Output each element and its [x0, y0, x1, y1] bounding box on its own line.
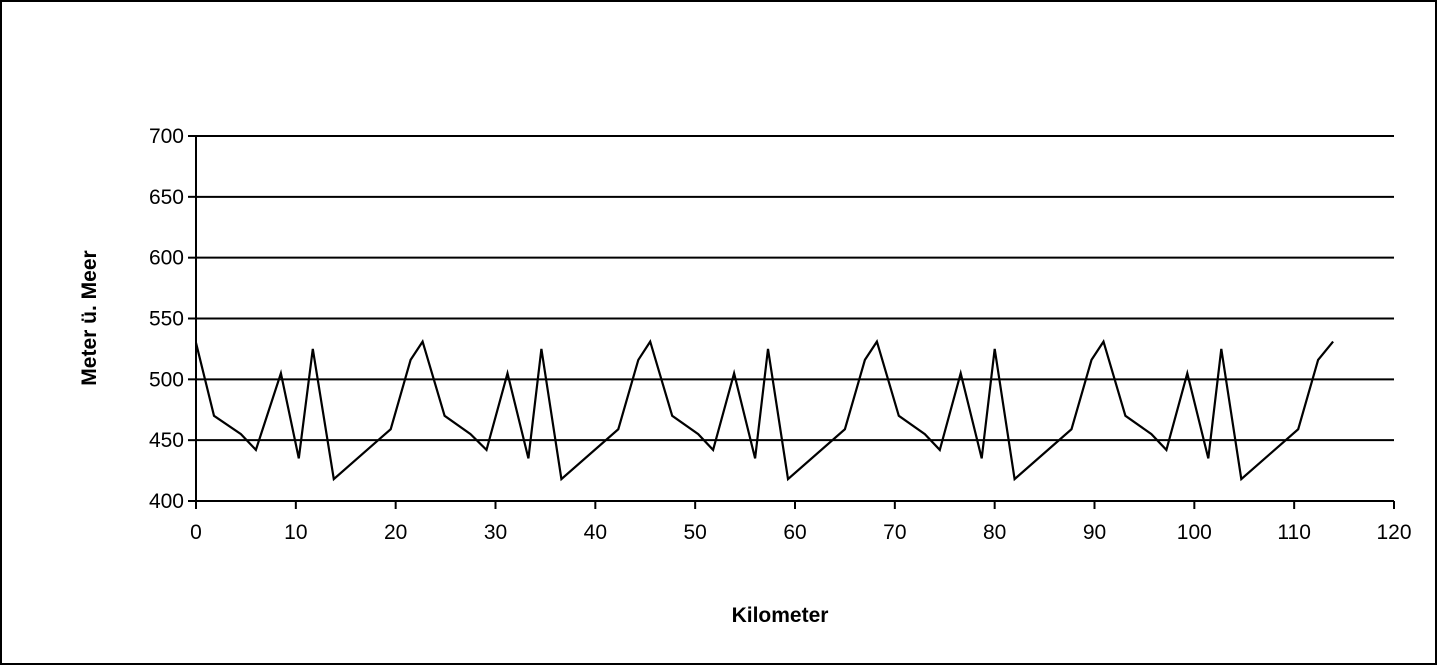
y-axis-title: Meter ü. Meer [78, 250, 101, 385]
x-tick-label: 100 [1177, 521, 1212, 544]
y-tick-label: 650 [149, 186, 184, 209]
x-tick-label: 50 [683, 521, 706, 544]
x-tick-label: 70 [883, 521, 906, 544]
y-tick-label: 700 [149, 125, 184, 148]
x-tick-label: 110 [1277, 521, 1310, 544]
x-tick-label: 40 [584, 521, 607, 544]
x-tick-label: 20 [384, 521, 407, 544]
x-tick-label: 60 [783, 521, 806, 544]
y-tick-label: 450 [149, 429, 184, 452]
series-layer [194, 339, 1334, 482]
y-tick-label: 400 [149, 490, 184, 513]
x-tick-label: 30 [484, 521, 507, 544]
x-tick-label: 90 [1083, 521, 1106, 544]
x-tick-label: 120 [1376, 521, 1411, 544]
gridlines [196, 135, 1394, 442]
y-tick-label: 600 [149, 247, 184, 270]
x-axis-title: Kilometer [732, 604, 829, 627]
y-tick-label: 500 [149, 368, 184, 391]
x-tick-label: 80 [983, 521, 1006, 544]
x-tick-label: 0 [190, 521, 202, 544]
y-tick-label: 550 [149, 308, 184, 331]
axes: 400 450 500 550 600 650 700 0 10 20 30 40 50 60 70 80 90… [149, 125, 1412, 544]
series-line-1 [194, 339, 1334, 482]
x-tick-label: 10 [284, 521, 307, 544]
